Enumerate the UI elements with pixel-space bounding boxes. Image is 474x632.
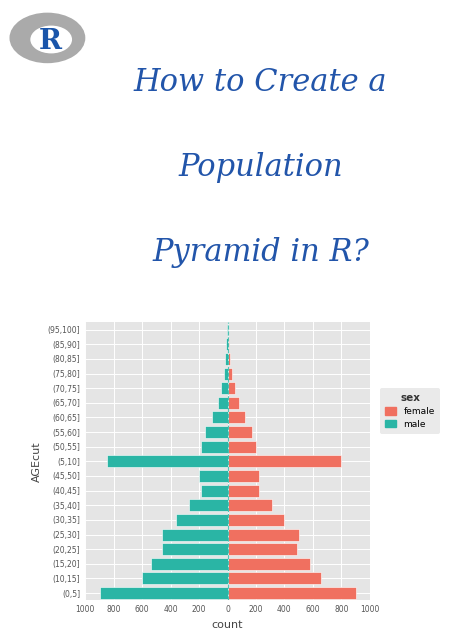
Text: R: R [38, 28, 61, 55]
Text: How to Create a: How to Create a [134, 66, 387, 98]
Bar [142, 573, 228, 585]
Bar [162, 543, 228, 555]
Bar [189, 499, 228, 511]
Legend: female, male: female, male [380, 388, 440, 434]
Bar [228, 543, 297, 555]
Bar [201, 485, 228, 497]
Bar [228, 514, 284, 526]
Text: Pyramid in R?: Pyramid in R? [152, 237, 369, 269]
Bar [218, 397, 228, 409]
Bar [228, 485, 259, 497]
Bar [224, 368, 228, 380]
Bar [151, 558, 228, 570]
Bar [226, 353, 228, 365]
Bar [228, 353, 230, 365]
Bar [199, 470, 228, 482]
Bar [228, 499, 272, 511]
Bar [228, 528, 299, 540]
Bar [176, 514, 228, 526]
Bar [212, 411, 228, 423]
Bar [228, 558, 310, 570]
Bar [100, 587, 228, 599]
Bar [221, 382, 228, 394]
Bar [228, 368, 232, 380]
Bar [226, 338, 228, 350]
X-axis label: count: count [212, 620, 243, 630]
Bar [228, 470, 259, 482]
Bar [228, 456, 341, 467]
Y-axis label: AGEcut: AGEcut [32, 441, 42, 482]
Bar [228, 382, 235, 394]
Bar [228, 573, 321, 585]
Bar [228, 338, 229, 350]
Bar [201, 441, 228, 453]
Bar [107, 456, 228, 467]
Bar [162, 528, 228, 540]
Bar [228, 411, 245, 423]
Bar [228, 397, 239, 409]
Bar [228, 426, 252, 438]
Bar [205, 426, 228, 438]
Circle shape [30, 25, 72, 54]
Text: Population: Population [178, 152, 343, 183]
Bar [228, 587, 356, 599]
Circle shape [9, 13, 85, 63]
Bar [228, 441, 256, 453]
Bar [227, 324, 228, 336]
